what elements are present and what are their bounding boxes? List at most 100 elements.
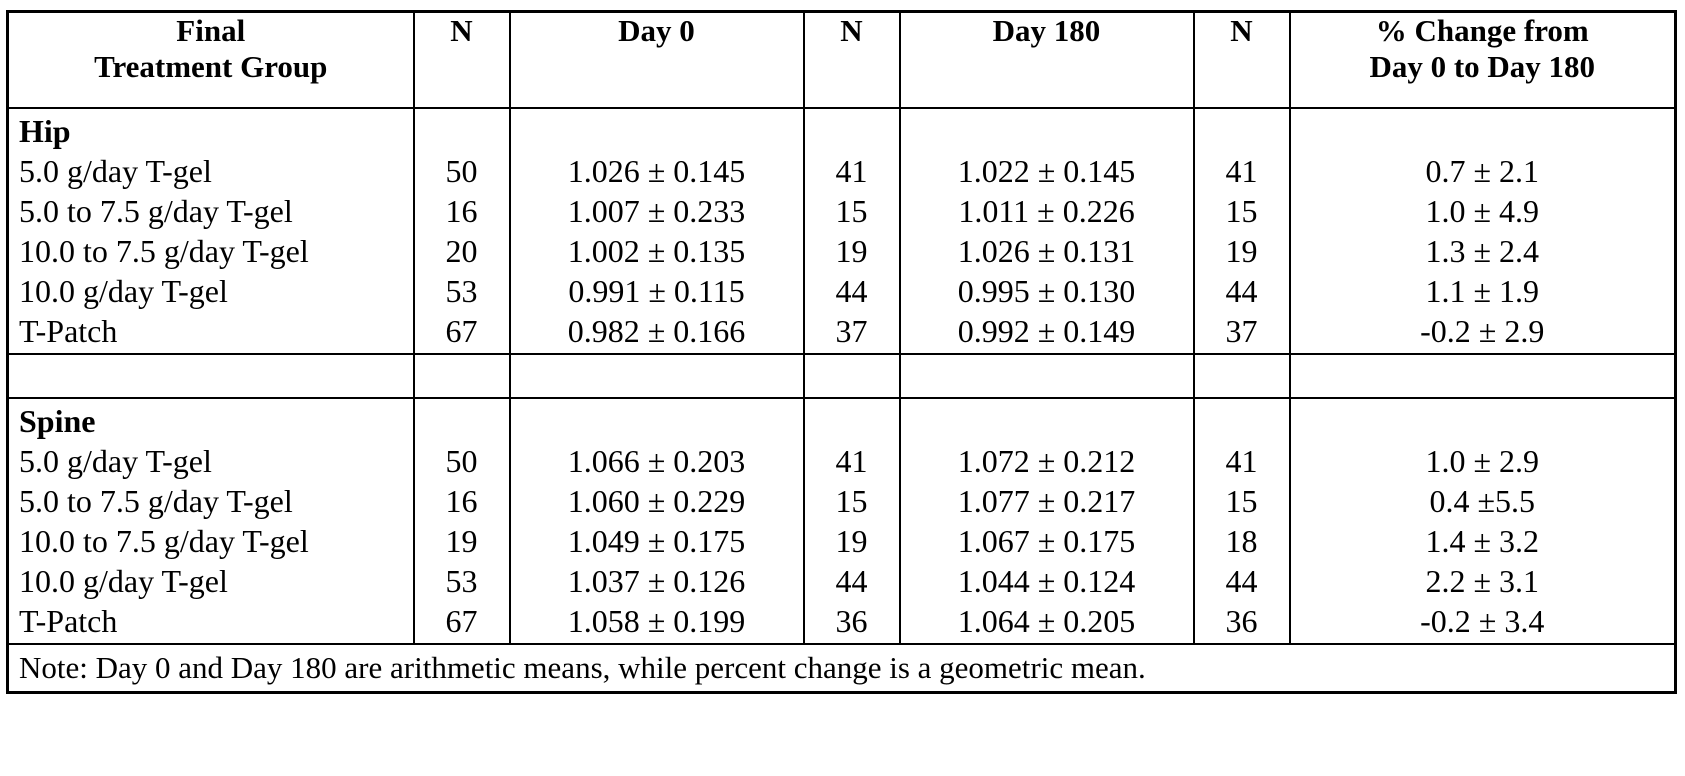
hip-row-1-pct: 0.7 ± 2.1 xyxy=(1301,151,1665,191)
hip-row-2-group: 5.0 to 7.5 g/day T-gel xyxy=(19,191,403,231)
hip-row-1-n180: 41 xyxy=(815,151,889,191)
spine-n-change-cell: 41 15 18 44 36 xyxy=(1194,398,1290,644)
header-percent-change: % Change from Day 0 to Day 180 xyxy=(1290,12,1676,109)
header-group-line1: Final xyxy=(19,13,403,49)
spine-row-2-n0: 16 xyxy=(425,481,499,521)
header-n-change: N xyxy=(1194,12,1290,109)
table-note: Note: Day 0 and Day 180 are arithmetic m… xyxy=(8,644,1676,693)
hip-row-4-day0: 0.991 ± 0.115 xyxy=(521,271,793,311)
hip-row-5-n180: 37 xyxy=(815,311,889,351)
spine-row-4-day0: 1.037 ± 0.126 xyxy=(521,561,793,601)
hip-row-1-day0: 1.026 ± 0.145 xyxy=(521,151,793,191)
hip-row-1-day180: 1.022 ± 0.145 xyxy=(911,151,1183,191)
header-day180: Day 180 xyxy=(900,12,1194,109)
hip-row-4-day180: 0.995 ± 0.130 xyxy=(911,271,1183,311)
spine-row-2-npct: 15 xyxy=(1205,481,1279,521)
hip-row-5-npct: 37 xyxy=(1205,311,1279,351)
hip-row-1-n0: 50 xyxy=(425,151,499,191)
hip-percent-change-cell: 0.7 ± 2.1 1.0 ± 4.9 1.3 ± 2.4 1.1 ± 1.9 … xyxy=(1290,108,1676,354)
spine-row-2-group: 5.0 to 7.5 g/day T-gel xyxy=(19,481,403,521)
spine-row-1-npct: 41 xyxy=(1205,441,1279,481)
spine-row-1-n0: 50 xyxy=(425,441,499,481)
spine-row-2-day180: 1.077 ± 0.217 xyxy=(911,481,1183,521)
hip-row-2-npct: 15 xyxy=(1205,191,1279,231)
hip-row-3-npct: 19 xyxy=(1205,231,1279,271)
spacer-cell xyxy=(8,354,414,398)
spacer-cell xyxy=(1290,354,1676,398)
hip-row-3-day180: 1.026 ± 0.131 xyxy=(911,231,1183,271)
spine-n-day180-cell: 41 15 19 44 36 xyxy=(804,398,900,644)
spine-row-2-pct: 0.4 ±5.5 xyxy=(1301,481,1665,521)
spine-row-4-pct: 2.2 ± 3.1 xyxy=(1301,561,1665,601)
spacer-cell xyxy=(1194,354,1290,398)
spine-row-3-day180: 1.067 ± 0.175 xyxy=(911,521,1183,561)
header-pct-line1: % Change from xyxy=(1301,13,1665,49)
hip-row-4-pct: 1.1 ± 1.9 xyxy=(1301,271,1665,311)
spacer-row xyxy=(8,354,1676,398)
hip-row-2-n180: 15 xyxy=(815,191,889,231)
spine-row-4-n0: 53 xyxy=(425,561,499,601)
hip-row-3-group: 10.0 to 7.5 g/day T-gel xyxy=(19,231,403,271)
hip-row-4-n0: 53 xyxy=(425,271,499,311)
spacer-cell xyxy=(900,354,1194,398)
hip-row-5-pct: -0.2 ± 2.9 xyxy=(1301,311,1665,351)
section-title-spine: Spine xyxy=(19,401,403,441)
hip-day180-cell: 1.022 ± 0.145 1.011 ± 0.226 1.026 ± 0.13… xyxy=(900,108,1194,354)
hip-row-3-pct: 1.3 ± 2.4 xyxy=(1301,231,1665,271)
spine-row-3-n0: 19 xyxy=(425,521,499,561)
section-title-hip: Hip xyxy=(19,111,403,151)
header-row: Final Treatment Group N Day 0 N Day 180 … xyxy=(8,12,1676,109)
spine-row-1-pct: 1.0 ± 2.9 xyxy=(1301,441,1665,481)
spine-row-1-group: 5.0 g/day T-gel xyxy=(19,441,403,481)
spine-day0-cell: 1.066 ± 0.203 1.060 ± 0.229 1.049 ± 0.17… xyxy=(510,398,804,644)
spine-row-2-day0: 1.060 ± 0.229 xyxy=(521,481,793,521)
spine-row-5-n180: 36 xyxy=(815,601,889,641)
spine-row-3-npct: 18 xyxy=(1205,521,1279,561)
header-day0: Day 0 xyxy=(510,12,804,109)
hip-section-row: Hip 5.0 g/day T-gel 5.0 to 7.5 g/day T-g… xyxy=(8,108,1676,354)
spine-row-3-n180: 19 xyxy=(815,521,889,561)
hip-row-5-n0: 67 xyxy=(425,311,499,351)
spine-percent-change-cell: 1.0 ± 2.9 0.4 ±5.5 1.4 ± 3.2 2.2 ± 3.1 -… xyxy=(1290,398,1676,644)
hip-row-2-pct: 1.0 ± 4.9 xyxy=(1301,191,1665,231)
hip-row-3-n180: 19 xyxy=(815,231,889,271)
spine-section-row: Spine 5.0 g/day T-gel 5.0 to 7.5 g/day T… xyxy=(8,398,1676,644)
hip-n-day180-cell: 41 15 19 44 37 xyxy=(804,108,900,354)
hip-row-2-day180: 1.011 ± 0.226 xyxy=(911,191,1183,231)
spine-row-1-day180: 1.072 ± 0.212 xyxy=(911,441,1183,481)
spine-row-5-n0: 67 xyxy=(425,601,499,641)
spine-row-1-n180: 41 xyxy=(815,441,889,481)
spine-row-5-pct: -0.2 ± 3.4 xyxy=(1301,601,1665,641)
spacer-cell xyxy=(414,354,510,398)
spine-group-cell: Spine 5.0 g/day T-gel 5.0 to 7.5 g/day T… xyxy=(8,398,414,644)
hip-row-1-npct: 41 xyxy=(1205,151,1279,191)
spine-row-4-npct: 44 xyxy=(1205,561,1279,601)
hip-n-day0-cell: 50 16 20 53 67 xyxy=(414,108,510,354)
hip-row-2-day0: 1.007 ± 0.233 xyxy=(521,191,793,231)
hip-row-5-day0: 0.982 ± 0.166 xyxy=(521,311,793,351)
bone-density-table: Final Treatment Group N Day 0 N Day 180 … xyxy=(6,10,1677,694)
spine-row-3-day0: 1.049 ± 0.175 xyxy=(521,521,793,561)
hip-row-4-n180: 44 xyxy=(815,271,889,311)
hip-row-3-day0: 1.002 ± 0.135 xyxy=(521,231,793,271)
hip-n-change-cell: 41 15 19 44 37 xyxy=(1194,108,1290,354)
spine-row-1-day0: 1.066 ± 0.203 xyxy=(521,441,793,481)
header-n-day0: N xyxy=(414,12,510,109)
spine-row-5-day180: 1.064 ± 0.205 xyxy=(911,601,1183,641)
spine-row-3-group: 10.0 to 7.5 g/day T-gel xyxy=(19,521,403,561)
hip-row-5-day180: 0.992 ± 0.149 xyxy=(911,311,1183,351)
hip-row-1-group: 5.0 g/day T-gel xyxy=(19,151,403,191)
header-treatment-group: Final Treatment Group xyxy=(8,12,414,109)
header-n-day180: N xyxy=(804,12,900,109)
hip-day0-cell: 1.026 ± 0.145 1.007 ± 0.233 1.002 ± 0.13… xyxy=(510,108,804,354)
spine-row-3-pct: 1.4 ± 3.2 xyxy=(1301,521,1665,561)
hip-row-4-group: 10.0 g/day T-gel xyxy=(19,271,403,311)
hip-group-cell: Hip 5.0 g/day T-gel 5.0 to 7.5 g/day T-g… xyxy=(8,108,414,354)
spacer-cell xyxy=(510,354,804,398)
spine-row-5-group: T-Patch xyxy=(19,601,403,641)
hip-row-4-npct: 44 xyxy=(1205,271,1279,311)
spine-row-4-group: 10.0 g/day T-gel xyxy=(19,561,403,601)
header-group-line2: Treatment Group xyxy=(19,49,403,85)
hip-row-3-n0: 20 xyxy=(425,231,499,271)
header-pct-line2: Day 0 to Day 180 xyxy=(1301,49,1665,85)
